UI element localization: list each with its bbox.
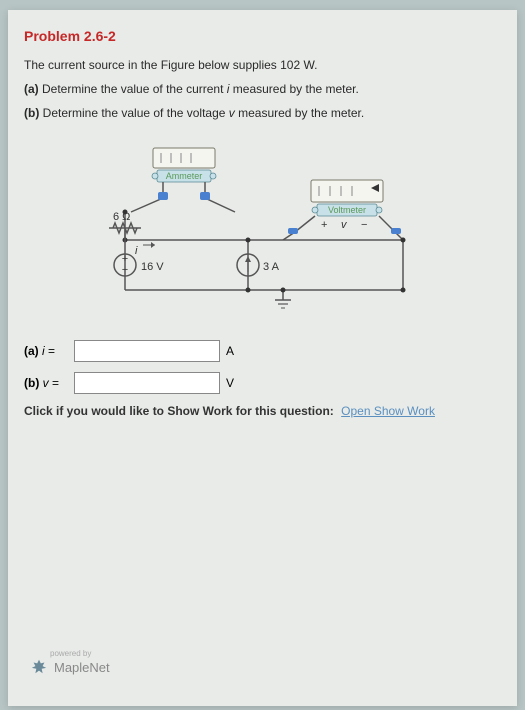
problem-part-a: (a) Determine the value of the current i…: [24, 80, 501, 98]
answer-a-input[interactable]: [74, 340, 220, 362]
current-i-label: i: [135, 245, 138, 257]
show-work-link[interactable]: Open Show Work: [341, 404, 435, 418]
part-a-text: Determine the value of the current: [39, 82, 227, 96]
voltmeter-label: Voltmeter: [327, 205, 365, 215]
problem-number: Problem 2.6-2: [24, 28, 501, 44]
part-b-label: (b): [24, 106, 39, 120]
part-a-label: (a): [24, 82, 39, 96]
v-var: v: [341, 219, 348, 231]
circuit-diagram: Ammeter Voltmeter: [83, 140, 443, 320]
show-work-prompt: Click if you would like to Show Work for…: [24, 404, 334, 418]
maplenet-brand: MapleNet: [30, 658, 110, 676]
ans-b-label: (b): [24, 376, 43, 390]
ans-a-label: (a): [24, 344, 42, 358]
v-plus: +: [321, 219, 327, 231]
voltage-source-label: 16 V: [141, 261, 164, 273]
ans-b-eq: =: [49, 376, 59, 390]
answer-row-b: (b) v = V: [24, 372, 501, 394]
current-source-label: 3 A: [263, 261, 280, 273]
ammeter-label: Ammeter: [165, 171, 202, 181]
answer-b-input[interactable]: [74, 372, 220, 394]
part-b-text: Determine the value of the voltage: [39, 106, 228, 120]
resistor-label: 6 Ω: [113, 211, 130, 223]
maplenet-text: MapleNet: [54, 660, 110, 675]
problem-part-b: (b) Determine the value of the voltage v…: [24, 104, 501, 122]
part-b-tail: measured by the meter.: [235, 106, 364, 120]
problem-intro: The current source in the Figure below s…: [24, 56, 501, 74]
ans-a-unit: A: [226, 344, 234, 358]
answer-row-a: (a) i = A: [24, 340, 501, 362]
v-minus: −: [361, 219, 367, 231]
part-a-tail: measured by the meter.: [229, 82, 358, 96]
show-work-row: Click if you would like to Show Work for…: [24, 404, 501, 418]
ans-a-eq: =: [45, 344, 55, 358]
mapleleaf-icon: [30, 658, 48, 676]
ans-b-unit: V: [226, 376, 234, 390]
svg-text:−: −: [121, 264, 127, 276]
powered-by: powered by: [50, 649, 91, 658]
